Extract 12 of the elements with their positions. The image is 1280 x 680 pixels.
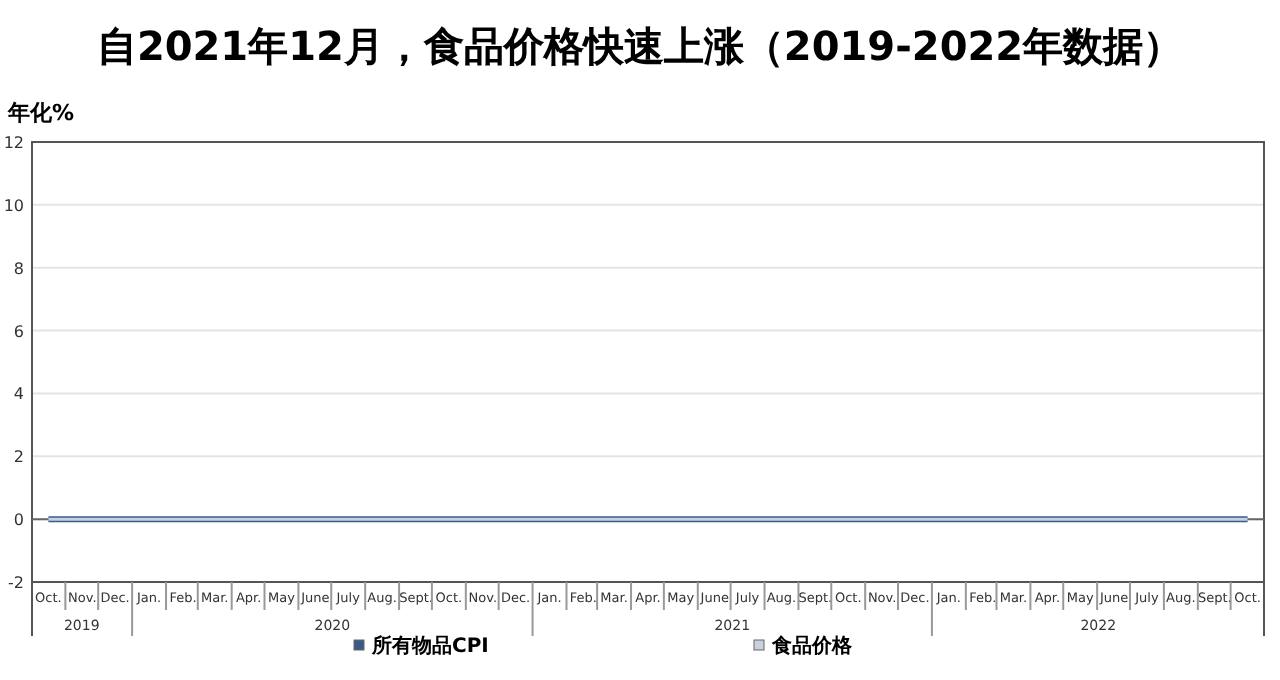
legend-label: 食品价格 [770,634,854,658]
chart-title: 自2021年12月，食品价格快速上涨（2019-2022年数据） [96,22,1184,70]
y-tick-label: 2 [13,448,24,467]
y-tick-label: 8 [13,259,24,278]
y-tick-label: 12 [3,134,24,152]
y-tick-label: 0 [13,511,24,530]
y-tick-label: -2 [8,574,24,592]
y-tick-label: 4 [13,385,24,404]
y-tick-label: 10 [3,196,24,215]
y-tick-label: 6 [13,322,24,341]
legend-label: 所有物品CPI [370,634,489,658]
y-axis-title: 年化% [6,100,75,126]
